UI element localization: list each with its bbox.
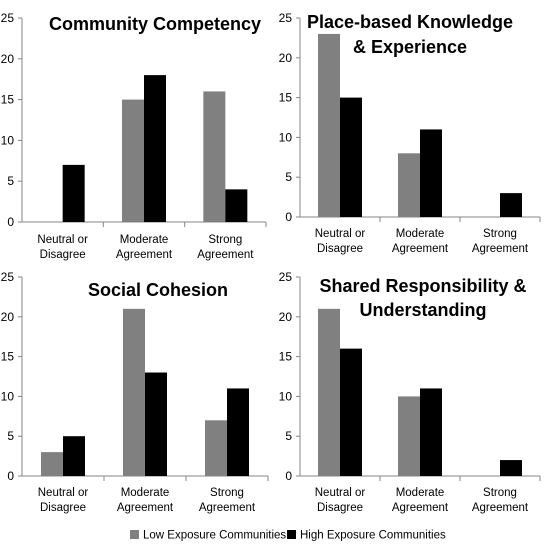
x-category-label: Moderate <box>396 228 445 240</box>
y-tick-label: 15 <box>279 91 293 105</box>
bar-low-exposure <box>41 452 63 476</box>
y-tick-label: 10 <box>1 133 15 147</box>
chart-title: Place-based Knowledge <box>307 12 513 32</box>
y-tick-label: 15 <box>279 350 293 364</box>
y-tick-label: 5 <box>7 174 14 188</box>
bar-low-exposure <box>398 153 420 217</box>
chart-panels: 0 5 10 15 20 25 Neutral or Disagree Moderate Agre… <box>1 11 541 514</box>
legend-label-low: Low Exposure Communities <box>143 530 286 542</box>
y-tick-label: 0 <box>7 215 14 229</box>
y-tick-label: 15 <box>1 93 15 107</box>
chart-place-based-knowledge: 0 5 10 15 20 25 Neutral or Disagree Moderate Agre… <box>279 11 541 255</box>
x-category-label: Agreement <box>116 249 173 261</box>
bar-high-exposure <box>500 193 522 217</box>
bar-high-exposure <box>145 372 167 476</box>
x-category-label: Neutral or <box>315 487 366 499</box>
legend-label-high: High Exposure Communities <box>300 530 446 542</box>
x-category-label: Moderate <box>396 487 445 499</box>
x-category-label: Strong <box>208 234 242 246</box>
y-tick-label: 0 <box>7 469 14 483</box>
y-tick-label: 0 <box>285 210 292 224</box>
x-category-label: Disagree <box>40 249 86 261</box>
legend-swatch-low <box>130 530 139 539</box>
x-category-label: Agreement <box>392 243 449 255</box>
chart-shared-responsibility: 0 5 10 15 20 25 Neutral or Disagree Moderate Agre… <box>279 270 541 514</box>
y-tick-label: 15 <box>1 350 15 364</box>
x-category-label: Agreement <box>472 243 529 255</box>
bar-low-exposure <box>318 308 340 476</box>
x-category-label: Agreement <box>392 502 449 514</box>
bar-low-exposure <box>398 396 420 476</box>
chart-title: & Experience <box>353 37 467 57</box>
x-category-label: Disagree <box>40 502 86 514</box>
x-category-label: Strong <box>210 487 244 499</box>
y-tick-label: 25 <box>279 270 293 284</box>
x-category-label: Agreement <box>197 249 254 261</box>
x-category-label: Neutral or <box>37 234 88 246</box>
chart-title: Social Cohesion <box>88 280 228 300</box>
x-category-label: Disagree <box>317 502 363 514</box>
y-tick-label: 5 <box>7 429 14 443</box>
y-tick-label: 10 <box>1 389 15 403</box>
x-category-label: Strong <box>483 228 517 240</box>
bar-high-exposure <box>62 164 85 222</box>
chart-title: Understanding <box>359 300 486 320</box>
bar-high-exposure <box>420 129 442 217</box>
legend-swatch-high <box>287 530 296 539</box>
y-tick-label: 25 <box>279 11 293 25</box>
chart-social-cohesion: 0 5 10 15 20 25 Neutral or Disagree Moderate Agre… <box>1 270 269 514</box>
chart-title: Shared Responsibility & <box>319 276 526 296</box>
bar-high-exposure <box>420 388 442 476</box>
y-tick-label: 0 <box>285 469 292 483</box>
x-category-label: Agreement <box>199 502 256 514</box>
x-category-label: Strong <box>483 487 517 499</box>
y-tick-label: 10 <box>279 130 293 144</box>
x-category-label: Neutral or <box>38 487 89 499</box>
x-category-label: Neutral or <box>315 228 366 240</box>
x-category-label: Agreement <box>472 502 529 514</box>
y-tick-label: 20 <box>1 310 15 324</box>
y-tick-label: 20 <box>279 310 293 324</box>
bar-low-exposure <box>122 99 144 222</box>
x-category-label: Moderate <box>120 234 169 246</box>
x-category-label: Disagree <box>317 243 363 255</box>
y-tick-label: 20 <box>1 52 15 66</box>
y-tick-label: 5 <box>285 170 292 184</box>
bar-low-exposure <box>203 91 226 222</box>
bar-low-exposure <box>318 33 340 217</box>
bar-high-exposure <box>500 460 522 476</box>
bar-high-exposure <box>63 436 85 476</box>
bar-high-exposure <box>144 75 166 223</box>
bar-high-exposure <box>225 189 248 222</box>
y-tick-label: 10 <box>279 389 293 403</box>
x-category-label: Moderate <box>121 487 170 499</box>
bar-high-exposure <box>340 97 362 217</box>
bar-low-exposure <box>123 308 145 476</box>
chart-title: Community Competency <box>49 14 261 34</box>
y-tick-label: 5 <box>285 429 292 443</box>
y-tick-label: 25 <box>1 270 15 284</box>
bar-high-exposure <box>340 348 362 476</box>
bar-high-exposure <box>227 388 249 476</box>
y-tick-label: 20 <box>279 51 293 65</box>
y-tick-label: 25 <box>1 11 15 25</box>
legend: Low Exposure Communities High Exposure C… <box>130 530 446 542</box>
chart-community-competency: 0 5 10 15 20 25 Neutral or Disagree Moderate Agre… <box>1 11 267 261</box>
bar-low-exposure <box>205 420 227 476</box>
x-category-label: Agreement <box>117 502 174 514</box>
